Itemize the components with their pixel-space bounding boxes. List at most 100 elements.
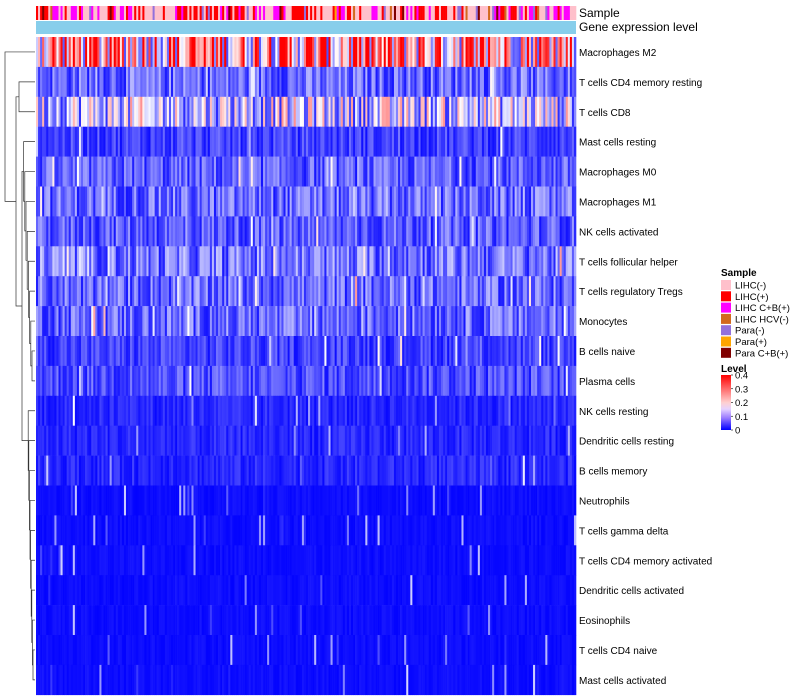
heatmap-cell [389, 186, 393, 217]
heatmap-cell [555, 425, 558, 456]
heatmap-cell [344, 186, 348, 217]
heatmap-cell [185, 96, 188, 127]
heatmap-cell [226, 485, 229, 516]
heatmap-cell [533, 515, 536, 546]
heatmap-cell [207, 96, 211, 127]
heatmap-cell [404, 96, 407, 127]
heatmap-cell [453, 246, 456, 277]
heatmap-cell [559, 246, 562, 277]
heatmap-cell [518, 186, 522, 217]
heatmap-cell [189, 485, 192, 516]
heatmap-cell [545, 246, 548, 277]
heatmap-cell [385, 545, 389, 576]
heatmap-cell [391, 485, 395, 516]
heatmap-cell [144, 126, 147, 157]
heatmap-cell [193, 66, 196, 98]
heatmap-cell [273, 365, 276, 397]
heatmap-cell [363, 96, 366, 127]
heatmap-cell [281, 156, 284, 187]
heatmap-cell [54, 455, 57, 486]
sample-annotation-cell [175, 6, 178, 20]
heatmap-cell [228, 96, 231, 127]
sample-annotation-cell [324, 6, 327, 20]
heatmap-cell [254, 545, 258, 576]
heatmap-cell [265, 545, 268, 576]
sample-annotation-cell [252, 6, 256, 20]
heatmap-cell [148, 216, 151, 247]
heatmap-cell [465, 485, 468, 516]
heatmap-cell [299, 216, 303, 247]
heatmap-cell [295, 156, 299, 187]
heatmap-cell [492, 216, 495, 247]
heatmap-cell [375, 515, 378, 546]
heatmap-cell [340, 515, 344, 546]
heatmap-cell [56, 515, 59, 546]
heatmap-cell [326, 336, 329, 367]
sample-annotation-cell [81, 6, 84, 20]
heatmap-cell [240, 455, 243, 486]
heatmap-cell [500, 126, 503, 157]
heatmap-cell [545, 365, 548, 397]
heatmap-cell [318, 37, 321, 68]
heatmap-cell [301, 306, 305, 337]
heatmap-cell [295, 455, 299, 486]
heatmap-cell [512, 216, 515, 247]
sample-annotation-cell [365, 6, 368, 20]
heatmap-cell [248, 156, 252, 187]
heatmap-cell [40, 126, 43, 157]
heatmap-cell [256, 186, 260, 217]
heatmap-cell [447, 216, 450, 247]
heatmap-cell [424, 156, 427, 187]
heatmap-cell [226, 126, 229, 157]
heatmap-cell [50, 156, 53, 187]
heatmap-cell [99, 246, 102, 277]
heatmap-cell [199, 515, 202, 546]
heatmap-cell [222, 246, 225, 277]
heatmap-cell [203, 515, 207, 546]
heatmap-cell [136, 515, 139, 546]
heatmap-cell [545, 37, 548, 68]
heatmap-cell [246, 515, 250, 546]
heatmap-cell [348, 515, 352, 546]
heatmap-cell [201, 186, 205, 217]
heatmap-cell [234, 126, 237, 157]
heatmap-cell [301, 425, 305, 456]
heatmap-cell [48, 455, 51, 486]
heatmap-cell [205, 186, 209, 217]
heatmap-cell [504, 515, 507, 546]
heatmap-cell [477, 186, 481, 217]
heatmap-cell [402, 96, 405, 127]
heatmap-cell [42, 365, 45, 397]
heatmap-cell [89, 365, 92, 397]
heatmap-cell [224, 515, 227, 546]
heatmap-cell [312, 66, 315, 98]
heatmap-cell [128, 425, 131, 456]
heatmap-cell [54, 96, 57, 127]
heatmap-cell [490, 515, 493, 546]
heatmap-cell [520, 66, 524, 98]
heatmap-cell [160, 126, 164, 157]
heatmap-cell [123, 515, 127, 546]
heatmap-cell [72, 365, 76, 397]
heatmap-cell [89, 395, 92, 426]
heatmap-cell [240, 276, 243, 307]
sample-annotation-cell [561, 6, 565, 20]
heatmap-cell [308, 156, 311, 187]
heatmap-cell [379, 545, 382, 576]
heatmap-cell [543, 156, 546, 187]
heatmap-cell [324, 126, 327, 157]
heatmap-cell [56, 186, 59, 217]
sample-annotation-cell [498, 6, 501, 20]
heatmap-cell [559, 485, 562, 516]
heatmap-cell [168, 336, 172, 367]
heatmap-cell [156, 395, 160, 426]
heatmap-cell [293, 485, 297, 516]
heatmap-cell [207, 156, 211, 187]
heatmap-cell [83, 455, 86, 486]
heatmap-cell [342, 186, 346, 217]
heatmap-cell [87, 276, 90, 307]
heatmap-cell [173, 126, 176, 157]
heatmap-cell [500, 395, 503, 426]
heatmap-cell [416, 186, 419, 217]
heatmap-cell [463, 276, 466, 307]
